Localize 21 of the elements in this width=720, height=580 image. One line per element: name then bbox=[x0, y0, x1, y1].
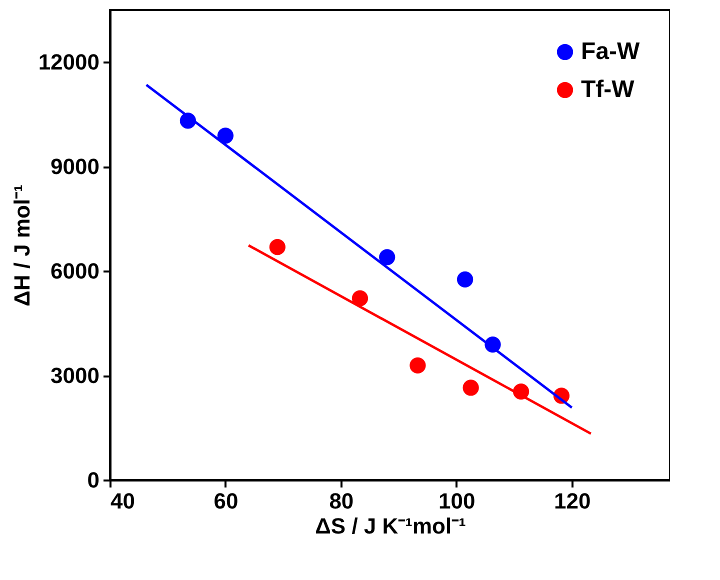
legend-label: Tf-W bbox=[581, 76, 635, 103]
y-tick-label: 12000 bbox=[38, 50, 100, 75]
point bbox=[379, 249, 396, 266]
x-tick-label: 40 bbox=[110, 488, 135, 514]
x-tick-label: 80 bbox=[329, 488, 354, 514]
x-tick-label: 120 bbox=[554, 488, 591, 514]
point bbox=[456, 271, 474, 288]
point bbox=[217, 128, 234, 144]
point bbox=[352, 290, 368, 306]
point bbox=[462, 380, 479, 396]
point bbox=[269, 239, 286, 256]
point bbox=[410, 357, 426, 374]
y-axis-title: ΔH / J mol⁻¹ bbox=[9, 184, 34, 306]
x-axis-title: ΔS / J K⁻¹mol⁻¹ bbox=[315, 514, 466, 538]
legend-label: Fa-W bbox=[581, 38, 640, 65]
x-tick-label: 100 bbox=[438, 488, 476, 514]
y-tick-label: 3000 bbox=[50, 363, 100, 388]
y-tick-label: 0 bbox=[87, 468, 100, 492]
y-tick-label: 6000 bbox=[50, 258, 100, 284]
x-tick-label: 60 bbox=[214, 488, 238, 514]
y-tick-label: 9000 bbox=[50, 154, 100, 180]
